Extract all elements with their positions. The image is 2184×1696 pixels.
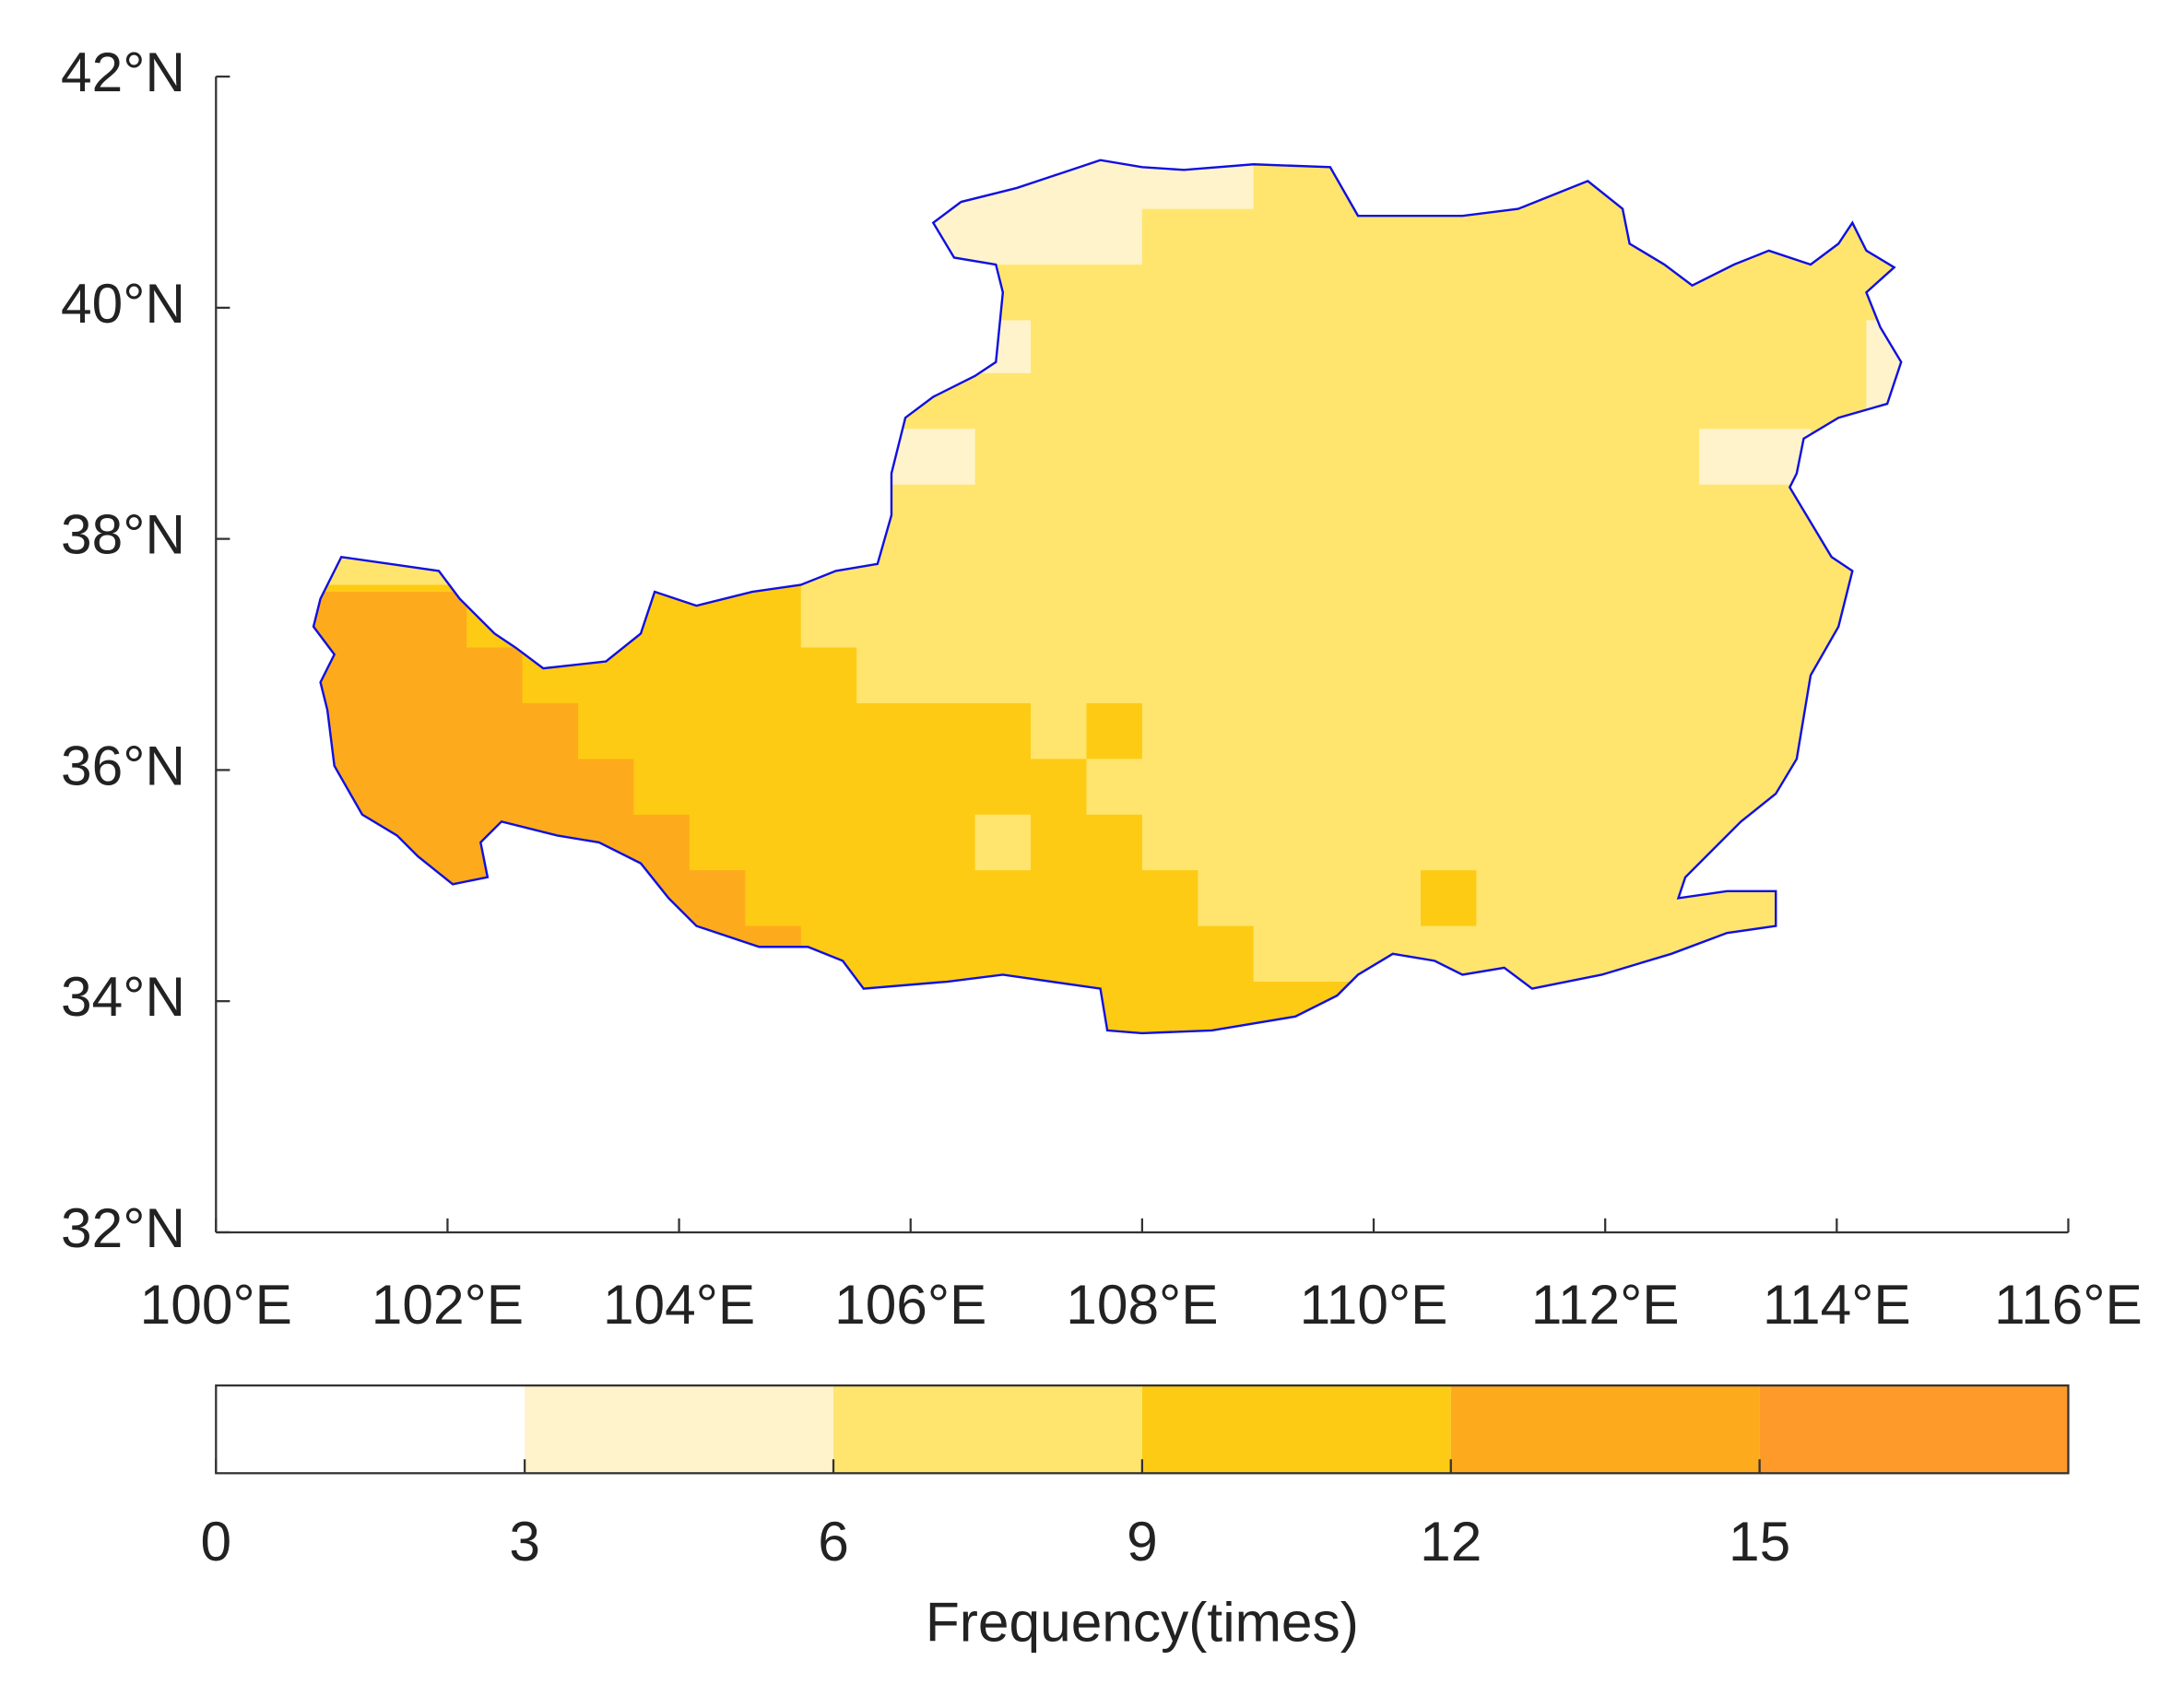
colorbar-label: Frequency(times) (926, 1590, 1359, 1653)
colorbar-tick-label: 3 (509, 1510, 540, 1572)
colorbar-segment (216, 1385, 525, 1474)
class-9-12 (1086, 702, 1142, 760)
colorbar-tick-label: 0 (200, 1510, 231, 1572)
lon-tick-label: 110°E (1300, 1273, 1448, 1336)
colorbar-tick-label: 6 (818, 1510, 849, 1572)
class-3-6 (919, 159, 1142, 265)
lon-tick-label: 102°E (372, 1273, 524, 1336)
colorbar-tick-label: 12 (1420, 1510, 1482, 1572)
lon-tick-label: 112°E (1531, 1273, 1680, 1336)
lon-tick-label: 104°E (603, 1273, 755, 1336)
class-3-6 (1866, 320, 1902, 414)
colorbar-frame (215, 1384, 2070, 1475)
lat-tick-label: 38°N (61, 503, 185, 566)
colorbar-segment (1450, 1385, 1760, 1474)
colorbar-tick-label: 15 (1729, 1510, 1790, 1572)
class-3-6 (1141, 159, 1254, 209)
lon-tick-label: 100°E (140, 1273, 292, 1336)
lat-tick-label: 40°N (61, 272, 185, 335)
class-3-6 (1699, 429, 1812, 485)
lon-tick-label: 116°E (1994, 1273, 2143, 1336)
class-3-6 (974, 320, 1032, 373)
lat-tick-label: 34°N (61, 965, 185, 1028)
colorbar-segment (525, 1385, 834, 1474)
region-fill (313, 159, 1902, 1033)
lon-tick-label: 114°E (1763, 1273, 1911, 1336)
class-6-9 (974, 814, 1032, 871)
lon-tick-label: 106°E (834, 1273, 986, 1336)
class-9-12 (1421, 870, 1477, 926)
colorbar-segment (1141, 1385, 1451, 1474)
colorbar-tick-label: 9 (1127, 1510, 1158, 1572)
class-12-15 (313, 592, 801, 961)
lat-tick-label: 42°N (61, 41, 185, 103)
colorbar-segment (1759, 1385, 2069, 1474)
lat-tick-label: 32°N (61, 1196, 185, 1259)
lon-tick-label: 108°E (1066, 1273, 1218, 1336)
colorbar-segment (833, 1385, 1142, 1474)
lat-tick-label: 36°N (61, 734, 185, 796)
